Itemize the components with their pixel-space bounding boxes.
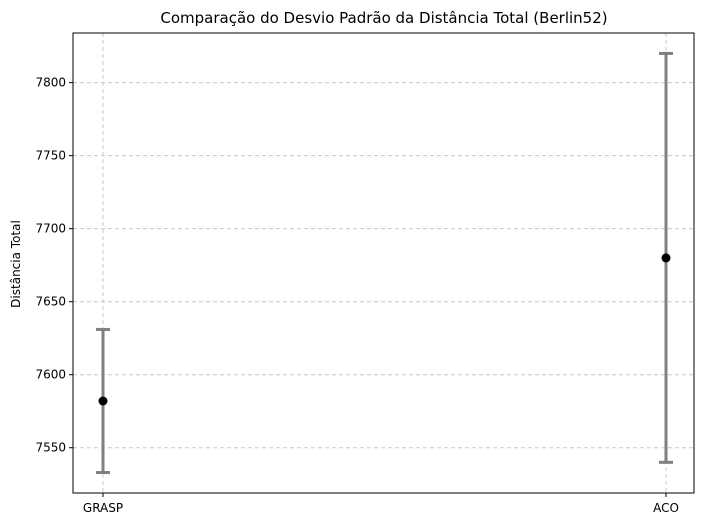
- y-tick-label: 7650: [35, 295, 66, 309]
- mean-point-grasp: [98, 396, 108, 406]
- y-axis-label: Distância Total: [9, 220, 23, 308]
- y-tick-label: 7550: [35, 441, 66, 455]
- x-tick-label: GRASP: [83, 501, 123, 515]
- y-tick-label: 7700: [35, 222, 66, 236]
- x-ticks: GRASP ACO: [83, 493, 679, 515]
- y-ticks: 7550 7600 7650 7700 7750 7800: [35, 76, 73, 455]
- mean-point-aco: [661, 253, 671, 263]
- y-tick-label: 7750: [35, 149, 66, 163]
- plot-frame: [72, 32, 695, 494]
- error-bars: [96, 51, 673, 475]
- chart-title: Comparação do Desvio Padrão da Distância…: [160, 9, 607, 27]
- grid: [73, 33, 694, 493]
- y-tick-label: 7600: [35, 368, 66, 382]
- x-tick-label: ACO: [653, 501, 679, 515]
- y-tick-label: 7800: [35, 76, 66, 90]
